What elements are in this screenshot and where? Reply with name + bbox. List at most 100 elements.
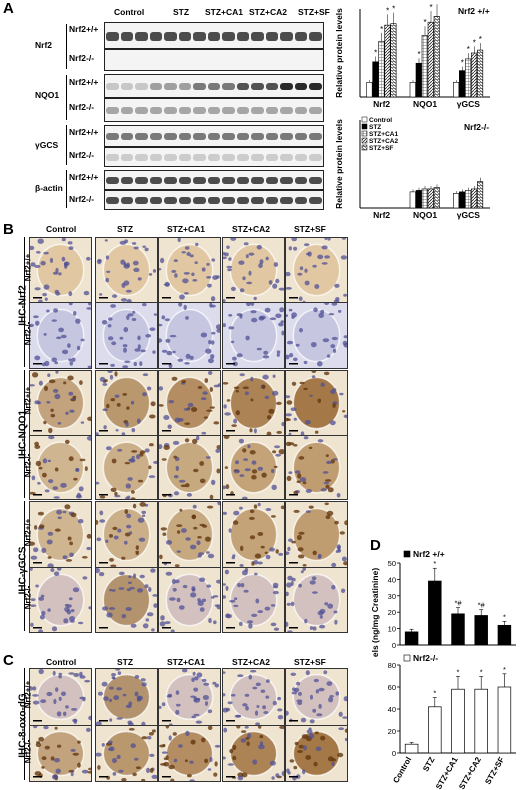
nucleus [272,590,279,595]
nucleus [244,468,251,472]
bar [428,706,442,754]
blot-band [135,31,148,41]
x-tick-label: γGCS [457,210,480,220]
nucleus [149,768,154,773]
nucleus [244,391,249,396]
nucleus [223,299,226,302]
nucleus [30,555,38,560]
wb-bracket-ggcs [66,125,67,165]
nucleus [165,338,171,343]
blot-band [251,197,264,204]
nucleus [64,263,68,269]
significance-mark: * [457,667,460,676]
nucleus [318,312,324,318]
nucleus [99,293,103,296]
nucleus [185,730,190,737]
nucleus [338,309,342,313]
tissue-texture [159,303,220,368]
nucleus [259,735,264,739]
nucleus [167,424,172,429]
nucleus [269,547,275,552]
scale-bar [162,363,171,365]
nucleus [275,313,282,319]
blot-band [251,82,264,91]
nucleus [208,617,212,624]
blot-band [222,133,235,140]
glomerulus [165,308,214,363]
nucleus [264,395,270,399]
nucleus [230,693,236,697]
nucleus [272,450,277,454]
nucleus [68,291,73,297]
nucleus [52,486,59,490]
nucleus [48,379,56,384]
nucleus [30,323,34,328]
blot-band [106,82,119,91]
nucleus [178,605,185,610]
ihc-genotype-label: Nrf2+/+ [23,253,33,282]
scale-bar [33,494,42,496]
nucleus [137,344,141,350]
blot-band [251,154,264,161]
nucleus [126,588,131,592]
ihc-tissue-image [222,237,285,303]
ihc-genotype-label: Nrf2-/- [23,585,33,610]
bar [451,613,465,646]
nucleus [129,586,135,590]
bar [497,686,512,754]
nucleus [290,601,295,607]
nucleus [244,726,249,729]
tissue-texture [159,238,220,302]
nucleus [210,340,215,345]
nucleus [297,473,302,479]
blot-band [294,82,308,91]
blot-band [236,82,250,91]
nucleus [38,299,43,302]
significance-mark: * [433,559,436,568]
glomerulus [165,376,214,430]
nucleus [253,504,258,509]
y-tick-label: 40 [388,705,396,714]
ihc-b-bracket-nrf2 [24,237,25,367]
ihc-b-bracket-nqo1 [24,370,25,498]
blot-band [149,154,163,161]
nucleus [146,612,154,617]
nucleus [142,392,147,397]
nucleus [136,698,141,702]
nucleus [30,541,35,546]
nucleus [215,448,220,453]
wb-header-stz-sf: STZ+SF [298,7,330,17]
bar [384,24,391,98]
nucleus [44,489,50,493]
nucleus [214,744,220,748]
blot-band [106,133,119,140]
nucleus [105,539,109,543]
tissue-texture [96,371,156,435]
nucleus [178,303,183,307]
nucleus [254,710,259,716]
wb-protein-nrf2: Nrf2 [35,40,53,50]
nucleus [317,361,323,367]
scale-bar [99,494,108,496]
nucleus [82,576,88,580]
tissue-texture [30,568,91,632]
tissue-texture [159,726,220,781]
nucleus [190,739,196,745]
nucleus [184,292,189,295]
nucleus [182,278,189,284]
nucleus [69,616,76,622]
y-tick-label: 20 [388,727,396,736]
nucleus [75,494,82,499]
blot-band [294,133,308,140]
nucleus [216,579,220,584]
nucleus [51,626,58,632]
blot-band [309,154,322,161]
nucleus [252,759,258,765]
glomerulus [292,376,341,430]
nucleus [170,778,175,781]
nucleus [300,431,305,435]
nucleus [148,732,154,736]
blot-nrf2-wt [104,22,324,49]
nucleus [173,475,179,479]
nucleus [187,402,194,408]
